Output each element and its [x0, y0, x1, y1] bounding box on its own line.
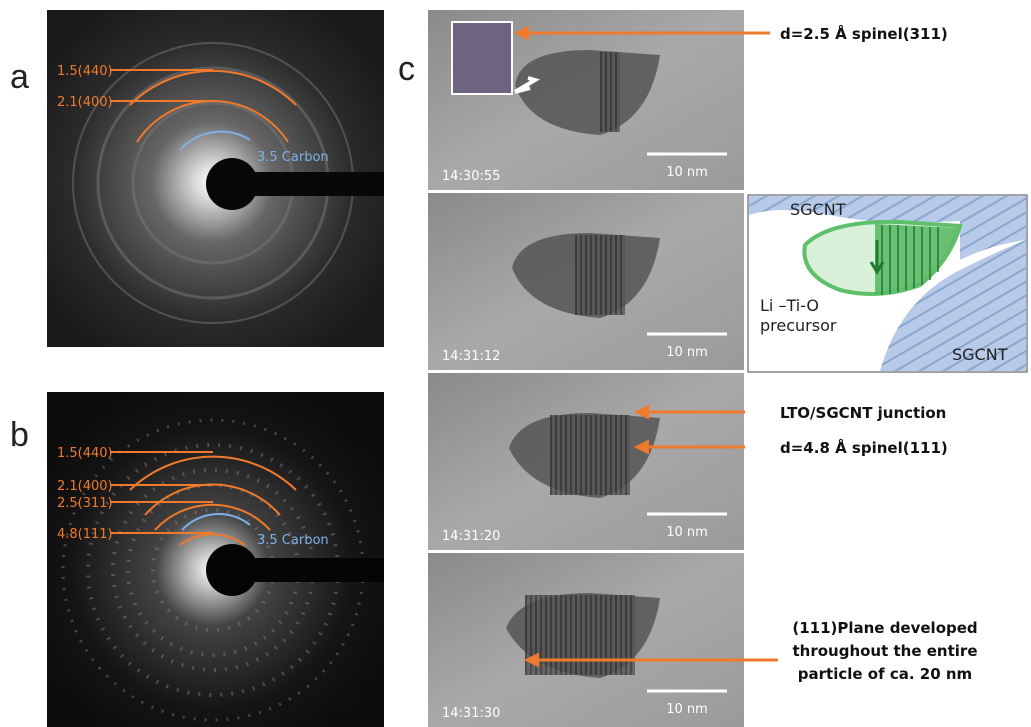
ring-label: 2.5(311): [57, 496, 113, 511]
ring-label: 2.1(400): [57, 479, 113, 494]
annotation: LTO/SGCNT junction: [780, 404, 946, 422]
timestamp: 14:31:30: [442, 706, 500, 721]
ring-label: 1.5(440): [57, 64, 113, 79]
timestamp: 14:30:55: [442, 169, 500, 184]
annotation: d=2.5 Å spinel(311): [780, 24, 948, 43]
ring-label: 1.5(440): [57, 446, 113, 461]
annotation: (111)Plane developed: [792, 619, 977, 637]
ring-label: 4.8(111): [57, 527, 113, 542]
diffraction-b: 1.5(440) 2.1(400) 2.5(311) 4.8(111) 3.5 …: [47, 392, 384, 727]
ring-label: 2.1(400): [57, 95, 113, 110]
lattice-fringes: [550, 415, 630, 495]
schematic-label: SGCNT: [952, 345, 1008, 364]
timestamp: 14:31:12: [442, 349, 500, 364]
panel-label: b: [10, 416, 29, 454]
panel-label: a: [10, 58, 29, 96]
timestamp: 14:31:20: [442, 529, 500, 544]
lattice-fringes: [600, 52, 620, 132]
scale-label: 10 nm: [666, 165, 708, 180]
panel-label: c: [398, 50, 415, 88]
figure: a 1.5(440) 2.1(400) 3.5 Carbon b 1.5(440…: [0, 0, 1031, 727]
lattice-fringes: [575, 235, 625, 315]
carbon-label: 3.5 Carbon: [257, 533, 329, 548]
lattice-fringes: [525, 595, 635, 675]
annotation: throughout the entire: [792, 642, 977, 660]
carbon-label: 3.5 Carbon: [257, 150, 329, 165]
schematic-label: SGCNT: [790, 200, 846, 219]
annotation: d=4.8 Å spinel(111): [780, 438, 948, 457]
scale-label: 10 nm: [666, 525, 708, 540]
schematic: SGCNT Li –Ti-O precursor SGCNT: [748, 195, 1027, 372]
scale-label: 10 nm: [666, 702, 708, 717]
tem-frames: 14:30:55 10 nm 14:31:12 10 nm 14:31:20 10 nm 1…: [428, 10, 744, 727]
scale-label: 10 nm: [666, 345, 708, 360]
schematic-label: precursor: [760, 316, 837, 335]
inset: [452, 22, 512, 94]
schematic-label: Li –Ti-O: [760, 296, 819, 315]
annotation: particle of ca. 20 nm: [798, 665, 972, 683]
diffraction-a: 1.5(440) 2.1(400) 3.5 Carbon: [47, 10, 384, 347]
